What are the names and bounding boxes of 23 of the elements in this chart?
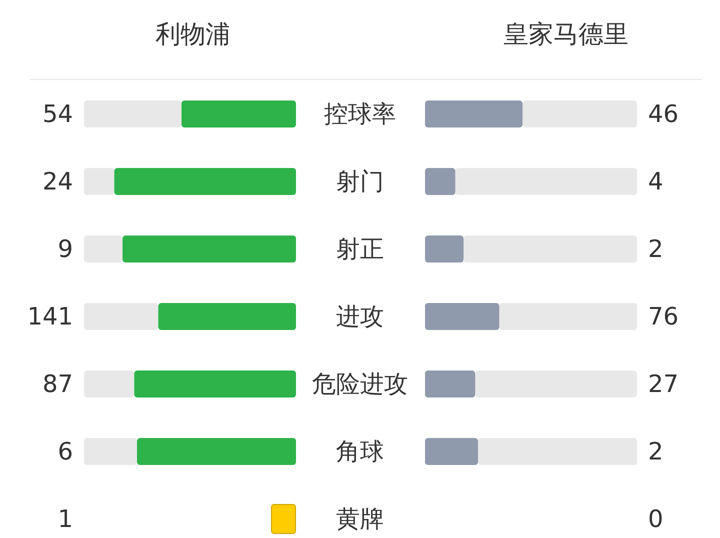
category-label: 进攻 — [336, 302, 384, 330]
data-label: 6 — [58, 438, 73, 466]
category-label: 角球 — [336, 438, 384, 466]
data-label: 54 — [42, 100, 73, 128]
data-label: 46 — [648, 100, 679, 128]
category-label: 射门 — [336, 168, 384, 196]
data-label: 0 — [648, 505, 664, 533]
category-label: 控球率 — [324, 100, 396, 128]
data-label: 24 — [42, 168, 73, 196]
category-label: 危险进攻 — [312, 370, 408, 398]
data-label: 9 — [58, 235, 73, 263]
data-label: 27 — [648, 370, 679, 398]
data-label: 2 — [648, 235, 664, 263]
text: 利物浦 — [156, 20, 230, 48]
data-label: 2 — [648, 438, 664, 466]
data-label: 4 — [648, 168, 664, 196]
category-label: 射正 — [336, 235, 384, 263]
data-label: 87 — [42, 370, 73, 398]
data-label: 76 — [648, 302, 679, 330]
text: 皇家马德里 — [504, 20, 628, 48]
data-label: 141 — [27, 302, 73, 330]
category-label: 黄牌 — [336, 505, 384, 533]
data-label: 1 — [58, 505, 73, 533]
